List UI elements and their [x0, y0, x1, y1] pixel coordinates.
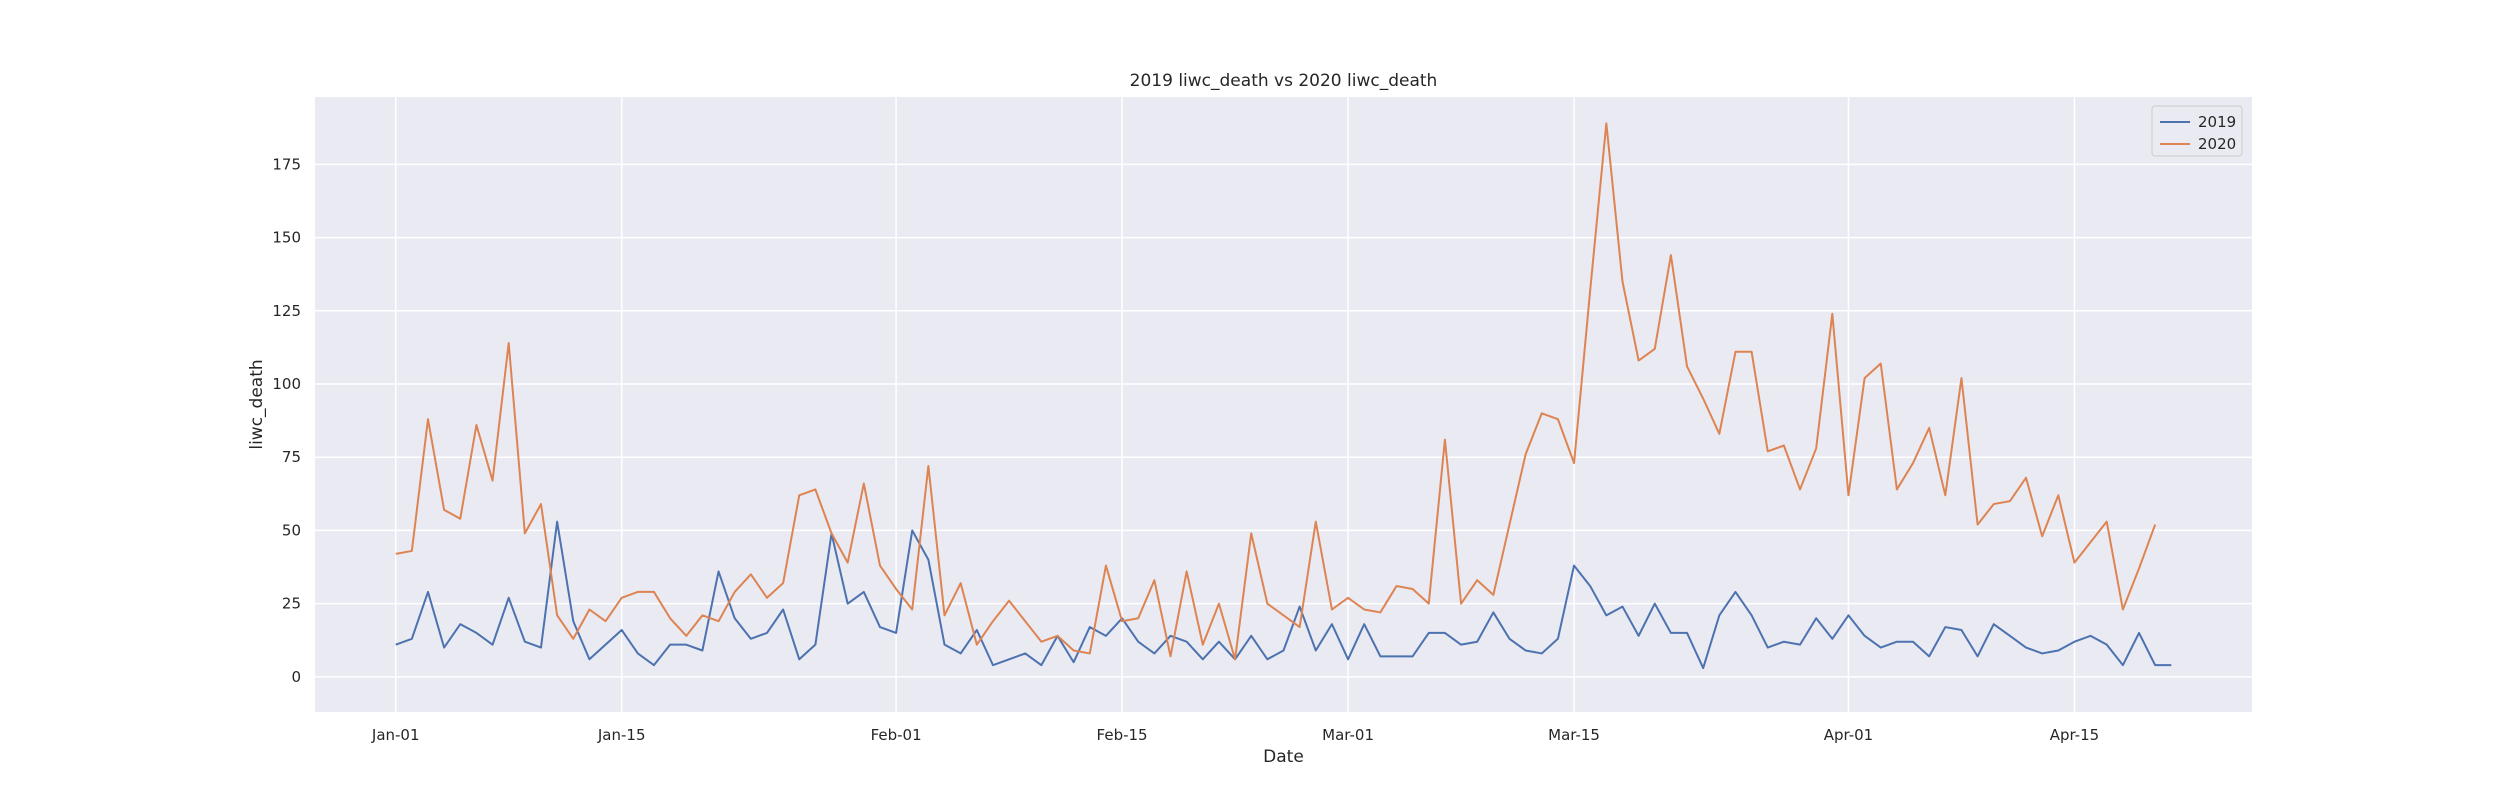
x-tick-label: Apr-01	[1824, 726, 1874, 744]
series-line-2020	[395, 122, 2157, 661]
y-tick-label: 175	[272, 155, 301, 173]
legend-label-2020: 2020	[2198, 135, 2236, 153]
y-tick-label: 0	[291, 668, 301, 686]
x-tick-label: Feb-15	[1097, 726, 1148, 744]
legend: 2019 2020	[2151, 105, 2243, 157]
x-axis-label: Date	[1263, 747, 1304, 767]
y-tick-label: 125	[272, 302, 301, 320]
x-tick-label: Mar-15	[1548, 726, 1600, 744]
x-tick-label: Jan-15	[597, 726, 646, 744]
x-tick-label: Apr-15	[2050, 726, 2100, 744]
y-tick-label: 75	[282, 448, 301, 466]
chart-title: 2019 liwc_death vs 2020 liwc_death	[1130, 71, 1438, 91]
x-axis-ticks: Jan-01 Jan-15 Feb-01 Feb-15 Mar-01 Mar-15 Apr-…	[371, 726, 2099, 744]
legend-label-2019: 2019	[2198, 113, 2236, 131]
series-group	[395, 122, 2172, 670]
y-axis-label: liwc_death	[247, 359, 267, 449]
y-axis-ticks: 0 25 50 75 100 125 150 175	[272, 155, 301, 686]
series-line-2019	[395, 520, 2172, 670]
grid-lines	[315, 97, 2252, 712]
y-tick-label: 100	[272, 375, 301, 393]
x-tick-label: Jan-01	[371, 726, 420, 744]
x-tick-label: Feb-01	[871, 726, 922, 744]
y-tick-label: 25	[282, 595, 301, 613]
y-tick-label: 50	[282, 521, 301, 539]
x-tick-label: Mar-01	[1322, 726, 1374, 744]
y-tick-label: 150	[272, 229, 301, 247]
plot-area	[315, 97, 2252, 712]
